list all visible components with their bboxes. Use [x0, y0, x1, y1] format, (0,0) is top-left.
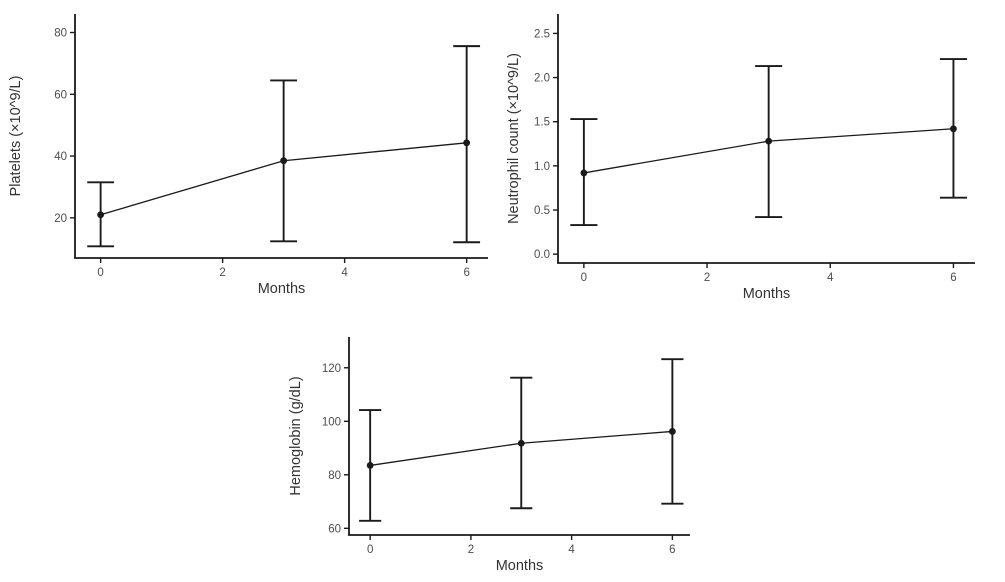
x-tick-label: 4 — [568, 544, 575, 556]
hemoglobin-chart: 0 2 4 6 60 80 100 120 Months Hemoglobin (g/dL) — [280, 300, 730, 582]
y-tick-label: 2.0 — [534, 73, 550, 85]
y-tick-label: 60 — [328, 523, 341, 535]
y-tick-label: 100 — [322, 416, 341, 428]
neutrophil-count-chart: 0 2 4 6 0.0 0.5 1.0 1.5 2.0 2.5 Months Neutrophil c… — [500, 0, 1005, 305]
x-tick-label: 6 — [950, 272, 956, 284]
x-tick-label: 6 — [669, 544, 675, 556]
y-tick-label: 1.5 — [534, 117, 550, 129]
data-point — [517, 439, 525, 447]
data-point — [950, 125, 957, 133]
x-tick-label: 0 — [97, 267, 103, 279]
y-tick-label: 0.0 — [534, 249, 550, 261]
x-tick-label: 0 — [367, 544, 373, 556]
x-tick-label: 2 — [704, 272, 710, 284]
y-axis-title: Hemoglobin (g/dL) — [288, 376, 304, 495]
x-tick-label: 4 — [827, 272, 834, 284]
y-axis-title: Platelets (×10^9/L) — [8, 76, 24, 197]
x-tick-label: 6 — [463, 267, 469, 279]
platelets-chart: 0 2 4 6 20 40 60 80 Months Platelets (×10^9/L) — [0, 0, 500, 305]
x-axis-title: Months — [258, 281, 306, 297]
y-tick-label: 40 — [54, 151, 67, 163]
data-point — [366, 462, 374, 469]
neutrophil-count-svg: 0 2 4 6 0.0 0.5 1.0 1.5 2.0 2.5 Months Neutrophil c… — [506, 14, 975, 302]
x-axis-title: Months — [496, 558, 544, 574]
x-tick-label: 2 — [219, 267, 225, 279]
y-tick-label: 1.0 — [534, 161, 550, 173]
data-point — [97, 211, 105, 219]
y-tick-label: 60 — [54, 89, 67, 101]
x-tick-label: 2 — [468, 544, 474, 556]
y-tick-label: 20 — [54, 213, 67, 225]
data-point — [668, 428, 676, 435]
y-tick-label: 120 — [322, 363, 341, 375]
y-tick-label: 0.5 — [534, 205, 550, 217]
x-tick-label: 4 — [341, 267, 348, 279]
data-point — [765, 137, 773, 145]
x-tick-label: 0 — [581, 272, 587, 284]
x-axis-title: Months — [743, 286, 791, 302]
y-tick-label: 80 — [54, 28, 67, 40]
data-point — [280, 157, 288, 165]
y-tick-label: 2.5 — [534, 28, 550, 40]
platelets-svg: 0 2 4 6 20 40 60 80 Months Platelets (×10^9/L) — [8, 14, 488, 297]
hemoglobin-svg: 0 2 4 6 60 80 100 120 Months Hemoglobin (g/dL) — [288, 337, 690, 574]
data-point — [463, 139, 471, 147]
y-axis-title: Neutrophil count (×10^9/L) — [506, 53, 522, 224]
data-point — [580, 169, 588, 177]
y-tick-label: 80 — [328, 470, 341, 482]
